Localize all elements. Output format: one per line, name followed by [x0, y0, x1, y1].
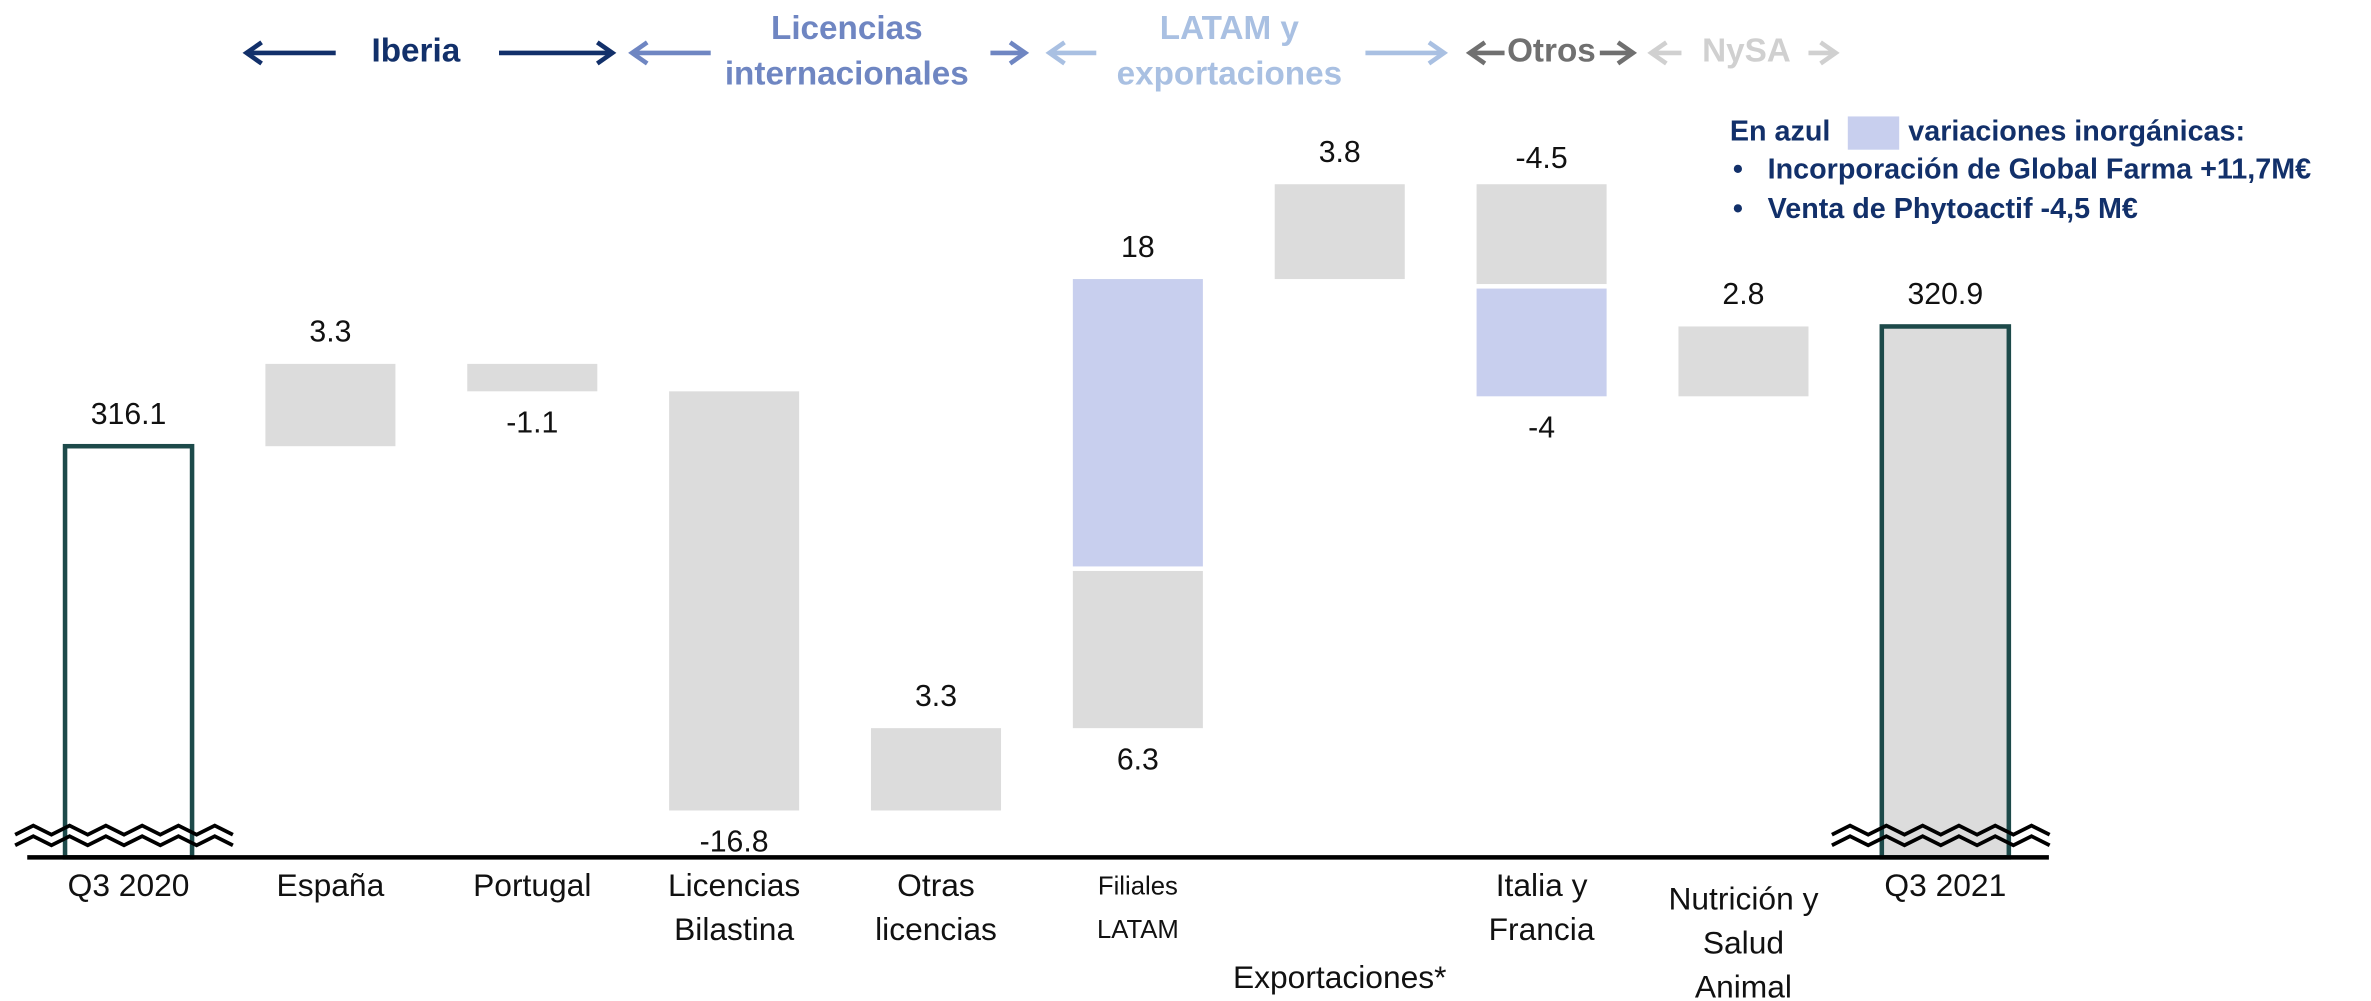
bullet: • — [1733, 153, 1743, 185]
step-bar — [669, 391, 800, 811]
note-item: Venta de Phytoactif -4,5 M€ — [1768, 193, 2138, 225]
x-tick-label: licencias — [875, 911, 997, 947]
x-tick-label: LATAM — [1097, 916, 1179, 944]
value-label: -4.5 — [1516, 142, 1568, 175]
value-label: 316.1 — [91, 398, 167, 431]
value-label: 320.9 — [1907, 278, 1983, 311]
arrow-head — [595, 40, 617, 66]
x-tick-label: Otras — [897, 867, 975, 903]
note-swatch — [1847, 116, 1900, 150]
step-bar — [467, 363, 598, 392]
value-label: 3.8 — [1319, 136, 1361, 169]
step-bar — [1678, 326, 1809, 397]
axis-break — [14, 823, 234, 848]
region-label: exportaciones — [1117, 55, 1342, 92]
value-label: 3.3 — [309, 316, 351, 349]
x-tick-label: Salud — [1703, 924, 1784, 960]
value-label: 18 — [1121, 231, 1155, 264]
arrow-head — [1008, 40, 1030, 66]
arrow-head — [1819, 40, 1840, 66]
x-tick-label: España — [277, 867, 385, 903]
x-tick-label: Q3 2020 — [68, 867, 190, 903]
value-label: -1.1 — [506, 407, 558, 440]
inorganic-bar — [1476, 288, 1607, 397]
step-bar — [870, 728, 1002, 811]
arrow-head — [1616, 40, 1638, 66]
region-label: internacionales — [725, 55, 969, 92]
note-prefix: En azul — [1730, 116, 1831, 148]
x-tick-label: Portugal — [473, 867, 591, 903]
value-label: 3.3 — [915, 680, 957, 713]
x-tick-label: Italia y — [1496, 867, 1588, 903]
x-tick-label: Exportaciones* — [1233, 959, 1447, 995]
arrow-head — [1427, 40, 1449, 66]
x-tick-label: Q3 2021 — [1884, 867, 2006, 903]
x-tick-label: Bilastina — [674, 911, 794, 947]
region-label: Licencias — [771, 10, 923, 47]
note-item: Incorporación de Global Farma +11,7M€ — [1768, 153, 2311, 185]
total-bar — [1879, 324, 2012, 860]
region-label: Otros — [1507, 33, 1596, 70]
inorganic-bar — [1072, 279, 1203, 567]
region-label: Iberia — [371, 33, 460, 70]
step-bar — [1072, 570, 1203, 729]
x-tick-label: Francia — [1489, 911, 1595, 947]
x-tick-label: Filiales — [1098, 872, 1178, 900]
step-bar — [265, 363, 396, 447]
step-bar — [1274, 184, 1405, 280]
region-label: LATAM y — [1160, 10, 1300, 47]
total-bar — [62, 443, 195, 860]
arrow-head — [1647, 40, 1668, 66]
axis-break — [1831, 823, 2051, 848]
value-label: 2.8 — [1722, 278, 1764, 311]
x-tick-label: Licencias — [668, 867, 800, 903]
bullet: • — [1733, 193, 1743, 225]
arrow-head — [242, 40, 263, 66]
x-tick-label: Animal — [1695, 968, 1792, 1001]
arrow-head — [1465, 40, 1487, 66]
step-bar — [1476, 184, 1607, 285]
value-label: -16.8 — [700, 826, 769, 859]
arrow-head — [628, 40, 649, 66]
value-label: 6.3 — [1117, 743, 1159, 776]
value-label: -4 — [1528, 412, 1555, 445]
region-label: NySA — [1702, 33, 1791, 70]
arrow-head — [1045, 40, 1066, 66]
note-suffix: variaciones inorgánicas: — [1908, 116, 2245, 148]
x-tick-label: Nutrición y — [1668, 881, 1818, 917]
